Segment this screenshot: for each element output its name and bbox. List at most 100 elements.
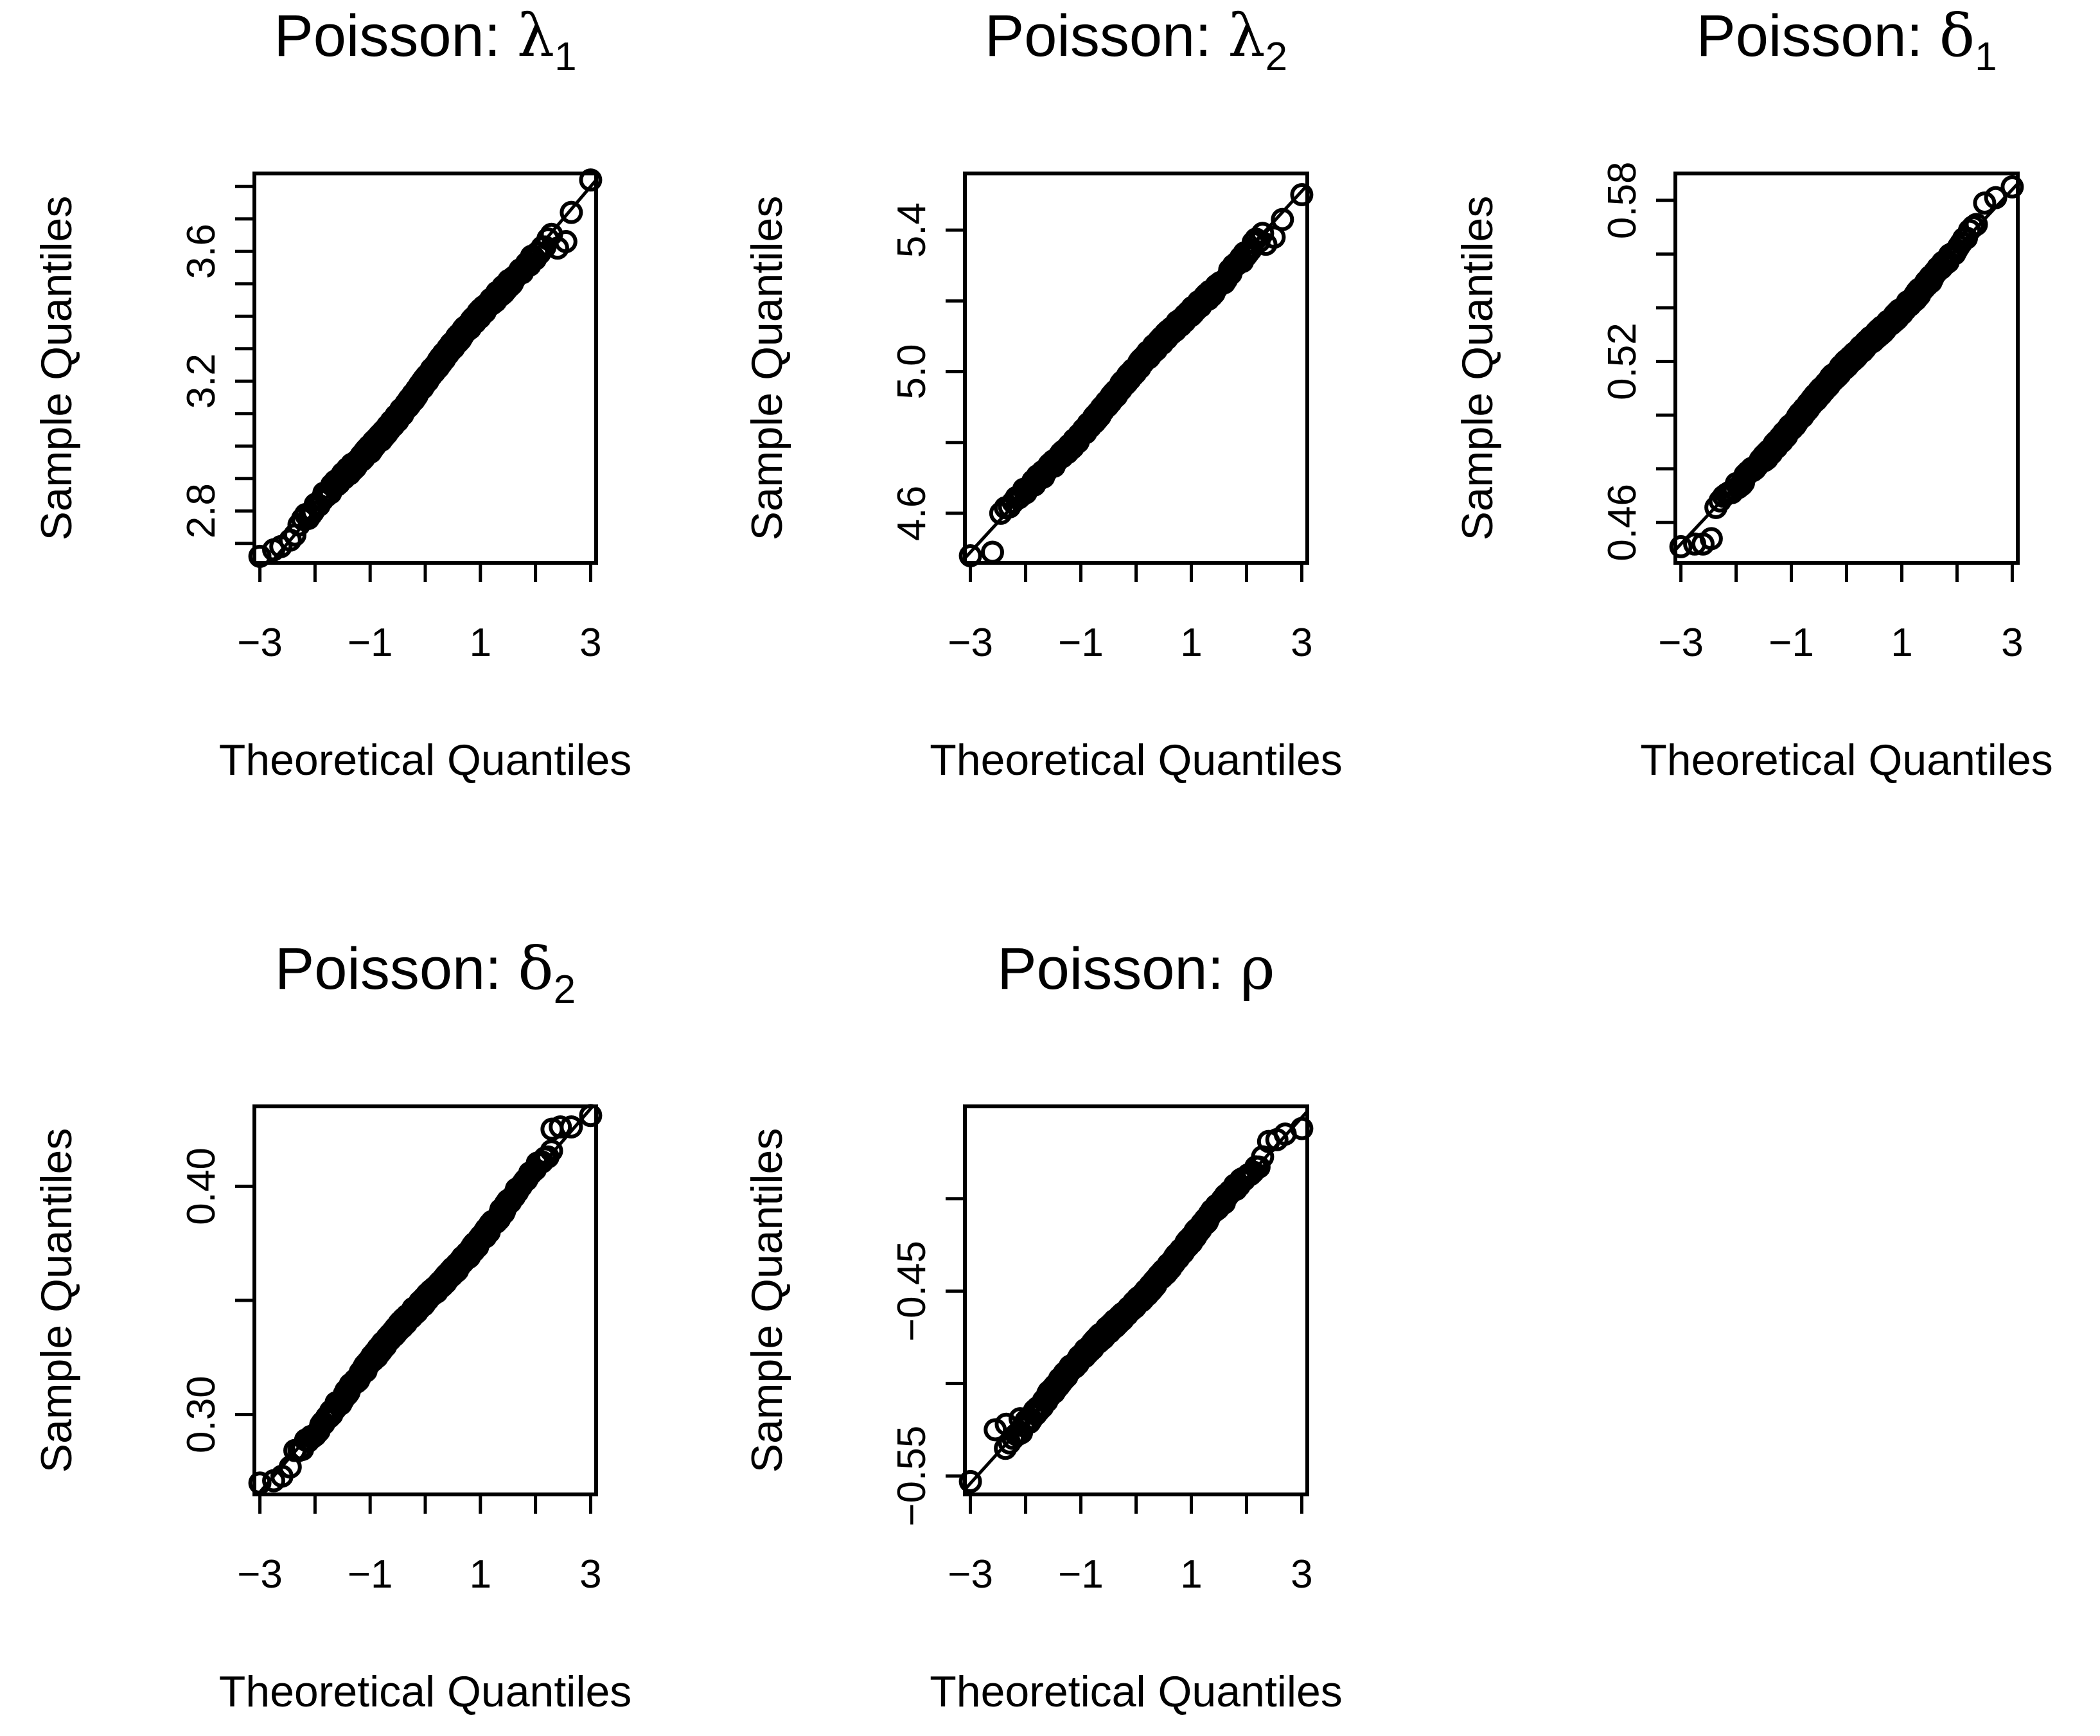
qq-point: [560, 1115, 583, 1138]
y-tick-label: 4.6: [890, 486, 934, 541]
qq-points: [248, 1104, 603, 1495]
x-tick-label: 3: [1291, 621, 1312, 665]
panel-title: Poisson: λ2: [985, 1, 1287, 79]
qq-point: [1973, 191, 1997, 215]
title-subscript: 2: [1266, 35, 1287, 79]
qq-point: [958, 544, 982, 567]
x-axis-label: Theoretical Quantiles: [930, 736, 1343, 784]
qq-point: [1271, 208, 1294, 231]
qq-panel-4: Poisson: δ2 −3 −1 1 3 0.30 0.40 Theoretical Qua…: [32, 934, 631, 1716]
y-axis-label: Sample Quantiles: [32, 1128, 81, 1473]
y-tick-label: 0.58: [1600, 161, 1645, 239]
qq-point: [278, 528, 302, 552]
y-tick-label: 5.4: [890, 202, 934, 258]
y-tick-label: 5.0: [890, 344, 934, 399]
title-symbol: δ: [1939, 1, 1975, 70]
title-subscript: 1: [1975, 35, 1997, 79]
x-tick-label: 3: [579, 621, 601, 665]
x-tick-label: −3: [948, 621, 993, 665]
qq-point: [989, 501, 1012, 525]
x-tick-label: −1: [1769, 621, 1814, 665]
title-symbol: δ: [518, 934, 553, 1003]
x-tick-label: 1: [1180, 621, 1202, 665]
qq-point: [554, 230, 578, 254]
qq-panel-5: Poisson: ρ −3 −1 1 3 −0.55 −0.45 Theoretical Qu…: [743, 934, 1343, 1716]
title-text: Poisson:: [1696, 3, 1939, 69]
y-axis-label: Sample Quantiles: [32, 196, 81, 541]
panel-title: Poisson: λ1: [274, 1, 576, 79]
qq-point: [1669, 535, 1693, 558]
qq-point: [579, 1104, 603, 1128]
title-text: Poisson:: [997, 936, 1240, 1002]
title-symbol: λ: [517, 1, 554, 70]
qq-point: [1247, 1155, 1271, 1179]
y-axis-label: Sample Quantiles: [743, 196, 791, 541]
x-tick-label: −1: [1058, 621, 1104, 665]
x-tick-label: −3: [237, 1552, 283, 1597]
x-axis-label: Theoretical Quantiles: [1640, 736, 2053, 784]
x-tick-label: 1: [1891, 621, 1912, 665]
qq-point: [2000, 175, 2024, 199]
panel-title: Poisson: δ1: [1696, 1, 1997, 79]
title-symbol: ρ: [1240, 934, 1275, 1003]
y-tick-label: 0.40: [179, 1147, 224, 1225]
qq-point: [540, 1139, 563, 1163]
x-tick-label: 3: [579, 1552, 601, 1597]
y-tick-label: 3.2: [179, 353, 224, 409]
qq-point: [984, 1418, 1007, 1442]
qq-panel-2: Poisson: λ2 −3 −1 1 3 4.6 5.0 5.4 Theoretical Qu…: [743, 1, 1343, 784]
x-tick-label: −1: [348, 1552, 393, 1597]
y-tick-label: 0.46: [1600, 484, 1645, 562]
qq-point: [1008, 1407, 1032, 1431]
qq-point: [579, 168, 603, 192]
qq-points: [958, 183, 1314, 567]
y-axis-label: Sample Quantiles: [1453, 196, 1502, 541]
y-tick-label: 0.30: [179, 1376, 224, 1453]
x-tick-label: −3: [1658, 621, 1704, 665]
qq-point: [958, 1469, 982, 1493]
x-axis-label: Theoretical Quantiles: [219, 736, 632, 784]
x-tick-label: 1: [470, 1552, 491, 1597]
x-tick-label: −1: [1058, 1552, 1104, 1597]
qq-point: [1984, 186, 2007, 209]
qq-point: [1251, 222, 1275, 245]
qq-point: [1964, 213, 1988, 236]
x-tick-label: 1: [470, 621, 491, 665]
qq-point: [980, 540, 1004, 564]
y-axis-label: Sample Quantiles: [743, 1128, 791, 1473]
panel-title: Poisson: ρ: [997, 934, 1275, 1003]
y-tick-label: 0.52: [1600, 323, 1645, 400]
x-axis-label: Theoretical Quantiles: [219, 1667, 632, 1716]
x-tick-label: −3: [237, 621, 283, 665]
x-tick-label: −3: [948, 1552, 993, 1597]
y-tick-label: 3.6: [179, 224, 224, 279]
title-subscript: 2: [554, 968, 576, 1012]
title-subscript: 1: [554, 35, 576, 79]
title-text: Poisson:: [275, 936, 518, 1002]
y-tick-label: 2.8: [179, 483, 224, 538]
x-tick-label: 3: [1291, 1552, 1312, 1597]
qq-point: [1290, 1117, 1314, 1140]
qq-point: [278, 1455, 302, 1479]
x-tick-label: 3: [2001, 621, 2023, 665]
qq-point: [1290, 183, 1314, 207]
title-text: Poisson:: [274, 3, 516, 69]
title-text: Poisson:: [985, 3, 1228, 69]
qq-point: [560, 200, 583, 224]
qq-panel-3: Poisson: δ1−3 −1 1 30.460.520.58Theoretical…: [1453, 1, 2053, 784]
qq-point: [1699, 527, 1723, 551]
x-axis-label: Theoretical Quantiles: [930, 1667, 1343, 1716]
x-tick-label: −1: [348, 621, 393, 665]
qq-points: [248, 168, 603, 568]
y-tick-label: −0.45: [890, 1241, 934, 1342]
panel-title: Poisson: δ2: [275, 934, 576, 1012]
qq-points: [1669, 175, 2024, 558]
y-tick-label: −0.55: [890, 1426, 934, 1527]
title-symbol: λ: [1228, 1, 1265, 70]
x-tick-label: 1: [1180, 1552, 1202, 1597]
qq-point: [248, 1471, 272, 1495]
qq-point: [248, 544, 272, 568]
qq-point: [549, 1115, 572, 1138]
